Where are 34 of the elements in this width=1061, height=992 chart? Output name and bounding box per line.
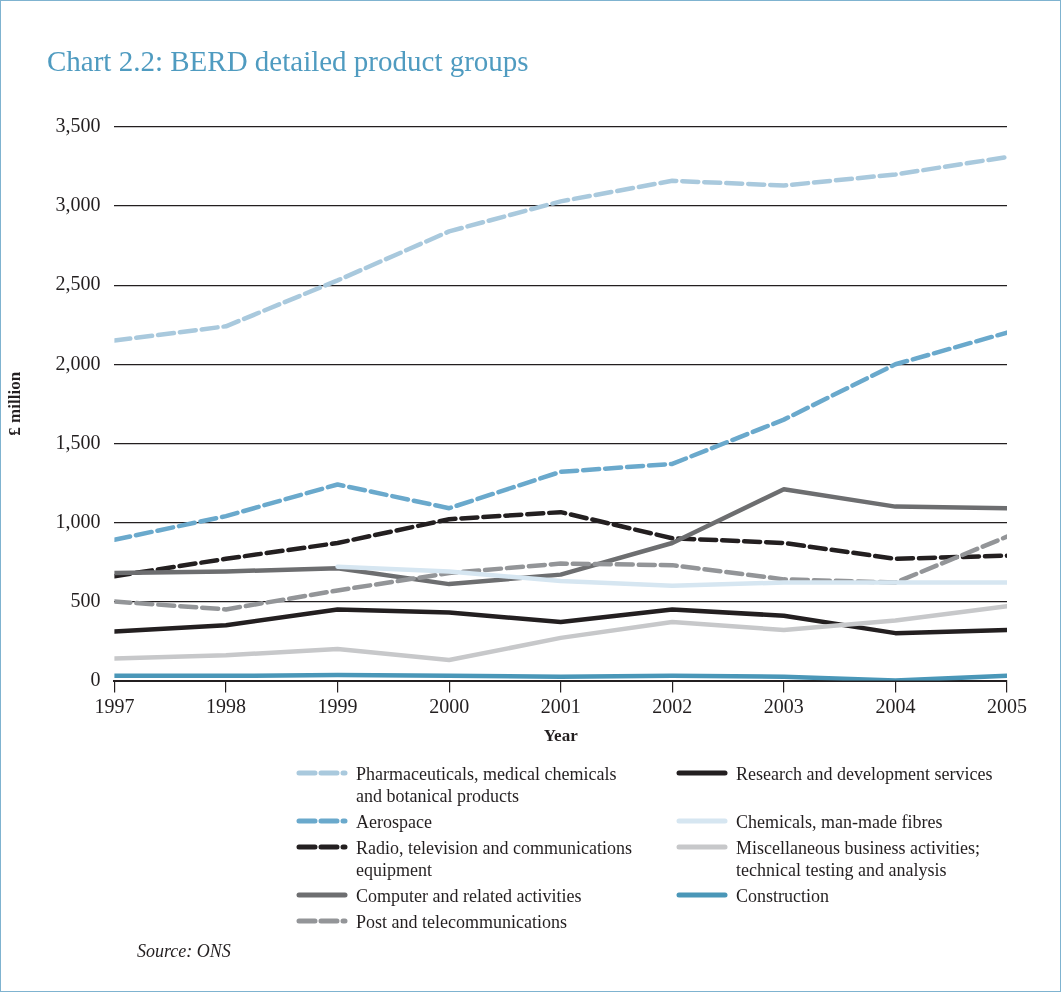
line-series bbox=[114, 509, 1007, 579]
legend-label: Computer and related activities bbox=[356, 885, 582, 907]
x-tick-label: 2001 bbox=[540, 694, 581, 717]
line-series bbox=[114, 330, 1007, 543]
legend-label: Construction bbox=[736, 885, 829, 907]
x-tick-label: 2002 bbox=[652, 694, 693, 717]
x-tick-label: 2000 bbox=[429, 694, 470, 717]
legend-label: Aerospace bbox=[356, 811, 432, 833]
y-tick-label: 3,000 bbox=[55, 193, 101, 216]
y-tick-label: 2,500 bbox=[55, 272, 101, 295]
y-tick-label: 1,500 bbox=[55, 430, 101, 453]
source-note: Source: ONS bbox=[137, 941, 231, 962]
line-series bbox=[114, 534, 1007, 612]
x-tick-label: 2005 bbox=[987, 694, 1027, 717]
y-tick-label: 3,500 bbox=[55, 114, 101, 137]
y-tick-label: 2,000 bbox=[55, 351, 101, 374]
legend-label: Post and telecommunications bbox=[356, 911, 567, 933]
y-tick-label: 0 bbox=[90, 667, 101, 690]
x-tick-label: 2004 bbox=[875, 694, 916, 717]
y-tick-label: 500 bbox=[70, 588, 101, 611]
legend-label: Miscellaneous business activities; technical testing and analysis bbox=[736, 837, 981, 881]
x-tick-label: 1998 bbox=[205, 694, 246, 717]
chart-title: Chart 2.2: BERD detailed product groups bbox=[47, 45, 529, 78]
legend-label: Research and development services bbox=[736, 763, 993, 785]
x-axis-title: Year bbox=[543, 726, 579, 746]
line-series bbox=[114, 154, 1007, 343]
y-axis-title: £ million bbox=[4, 371, 24, 436]
x-tick-label: 1997 bbox=[94, 694, 135, 717]
legend-label: Chemicals, man-made fibres bbox=[736, 811, 943, 833]
y-tick-label: 1,000 bbox=[55, 509, 101, 532]
legend-label: Pharmaceuticals, medical chemicals and botanical products bbox=[356, 763, 618, 807]
legend-label: Radio, television and communications equipment bbox=[356, 837, 633, 881]
x-tick-label: 1999 bbox=[317, 694, 358, 717]
x-tick-label: 2003 bbox=[763, 694, 804, 717]
